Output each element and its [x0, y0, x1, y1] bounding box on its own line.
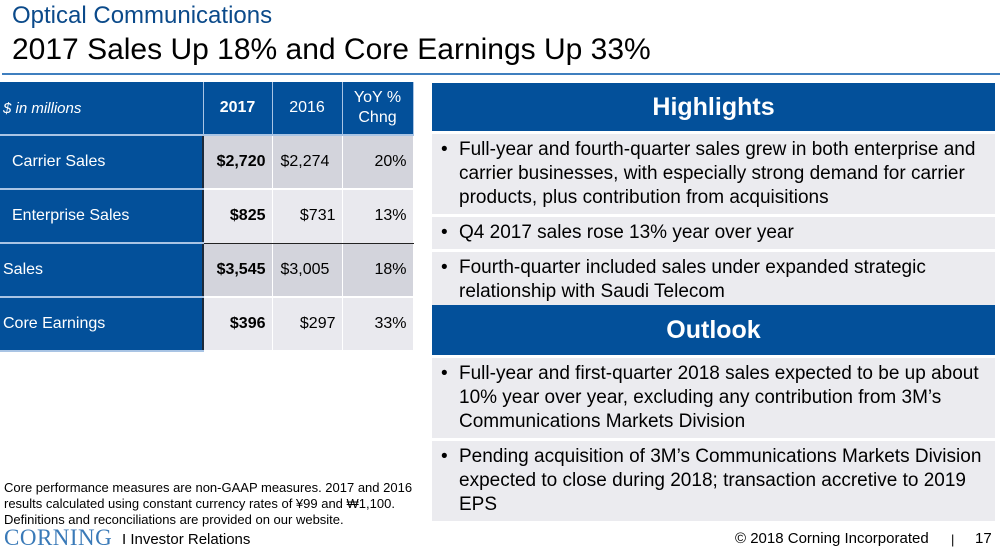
- outlook-text: Full-year and first-quarter 2018 sales e…: [459, 363, 979, 432]
- title-divider: [2, 73, 1000, 75]
- highlight-item: • Fourth-quarter included sales under ex…: [432, 249, 995, 308]
- cell-2017: $825: [203, 189, 273, 244]
- table-row: Sales $3,545 $3,005 18%: [0, 243, 414, 298]
- footer-separator: |: [951, 532, 955, 547]
- outlook-panel: Outlook • Full-year and first-quarter 20…: [432, 305, 995, 521]
- cell-2016: $297: [272, 297, 343, 352]
- outlook-heading: Outlook: [432, 305, 995, 355]
- bullet-icon: •: [441, 139, 448, 160]
- copyright: © 2018 Corning Incorporated: [735, 530, 929, 547]
- row-label: Carrier Sales: [0, 135, 204, 190]
- cell-2017: $396: [203, 297, 273, 352]
- outlook-item: • Full-year and first-quarter 2018 sales…: [432, 355, 995, 438]
- investor-relations-label: I Investor Relations: [122, 531, 251, 548]
- cell-2017: $3,545: [203, 243, 273, 298]
- cell-2016: $2,274: [272, 135, 343, 190]
- table-row: Carrier Sales $2,720 $2,274 20%: [0, 135, 414, 190]
- section-subtitle: Optical Communications: [12, 2, 273, 29]
- bullet-icon: •: [441, 446, 448, 467]
- highlight-text: Fourth-quarter included sales under expa…: [459, 257, 926, 302]
- row-label: Sales: [0, 243, 204, 298]
- cell-yoy: 18%: [342, 243, 414, 298]
- highlights-panel: Highlights • Full-year and fourth-quarte…: [432, 83, 995, 308]
- col-header-yoy: YoY % Chng: [342, 82, 414, 136]
- financial-table: $ in millions 2017 2016 YoY % Chng Carri…: [0, 82, 414, 352]
- page-number: 17: [975, 530, 992, 547]
- col-header-2017: 2017: [203, 82, 273, 136]
- row-label: Core Earnings: [0, 297, 204, 352]
- cell-yoy: 13%: [342, 189, 414, 244]
- bullet-icon: •: [441, 257, 448, 278]
- outlook-text: Pending acquisition of 3M’s Communicatio…: [459, 446, 982, 515]
- table-row: Core Earnings $396 $297 33%: [0, 297, 414, 352]
- table-header-row: $ in millions 2017 2016 YoY % Chng: [0, 82, 414, 136]
- highlight-item: • Full-year and fourth-quarter sales gre…: [432, 131, 995, 214]
- cell-2017: $2,720: [203, 135, 273, 190]
- bullet-icon: •: [441, 222, 448, 243]
- cell-2016: $731: [272, 189, 343, 244]
- highlights-heading: Highlights: [432, 83, 995, 131]
- row-label: Enterprise Sales: [0, 189, 204, 244]
- unit-label: $ in millions: [0, 82, 204, 136]
- footnote: Core performance measures are non-GAAP m…: [4, 480, 413, 527]
- highlight-text: Q4 2017 sales rose 13% year over year: [459, 222, 794, 243]
- corning-logo: CORNING: [4, 525, 113, 550]
- table-row: Enterprise Sales $825 $731 13%: [0, 189, 414, 244]
- outlook-item: • Pending acquisition of 3M’s Communicat…: [432, 438, 995, 521]
- bullet-icon: •: [441, 363, 448, 384]
- highlight-item: • Q4 2017 sales rose 13% year over year: [432, 214, 995, 249]
- cell-2016: $3,005: [272, 243, 343, 298]
- cell-yoy: 20%: [342, 135, 414, 190]
- cell-yoy: 33%: [342, 297, 414, 352]
- col-header-2016: 2016: [272, 82, 343, 136]
- highlight-text: Full-year and fourth-quarter sales grew …: [459, 139, 976, 208]
- slide-title: 2017 Sales Up 18% and Core Earnings Up 3…: [12, 33, 651, 66]
